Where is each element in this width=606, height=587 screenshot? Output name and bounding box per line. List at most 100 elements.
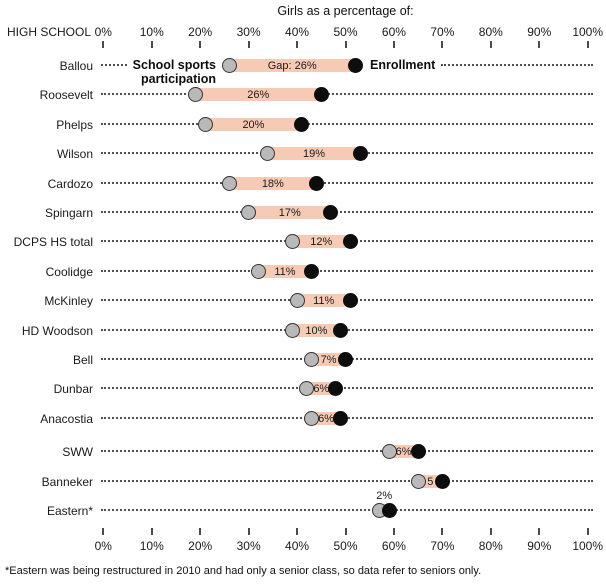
axis-tick-label: 30% (236, 25, 261, 39)
chart-row: Roosevelt 26% (0, 80, 606, 110)
gap-band (267, 147, 361, 160)
axis-tick-label: 60% (381, 25, 406, 39)
axis-tick (344, 528, 347, 535)
sports-dot (260, 146, 276, 161)
axis-tick (344, 41, 347, 48)
enrollment-dot (381, 503, 397, 518)
sports-dot (284, 234, 300, 249)
chart-row: Anacostia 6% (0, 404, 606, 434)
enrollment-dot (338, 352, 353, 367)
sports-dot (299, 381, 315, 396)
school-label: Anacostia (40, 412, 93, 426)
axis-tick-label: 30% (236, 539, 261, 553)
leader-line (101, 450, 593, 452)
gap-label: 11% (313, 295, 335, 307)
school-label: Roosevelt (39, 88, 93, 102)
sports-dot (250, 264, 266, 279)
axis-tick (199, 528, 202, 535)
school-label: HD Woodson (21, 324, 93, 338)
chart-row: Cardozo 18% (0, 169, 606, 199)
gap-label: 12% (310, 236, 333, 248)
chart-row: Banneker 5 (0, 467, 606, 497)
school-label: Dunbar (53, 382, 93, 396)
axis-tick-label: 10% (139, 25, 164, 39)
axis-tick (296, 528, 299, 535)
gap-label: 5 (427, 476, 434, 488)
axis-tick (102, 528, 105, 535)
gap-band (248, 206, 331, 219)
leader-line (101, 182, 593, 184)
enrollment-dot (328, 381, 344, 396)
enrollment-dot (352, 146, 368, 161)
gap-band (229, 177, 317, 190)
gap-label: 6% (395, 446, 412, 458)
leader-line (441, 64, 593, 66)
chart-row: HD Woodson 10% (0, 316, 606, 346)
chart-row: Ballou Gap: 26% School sports participation… (0, 51, 606, 86)
axis-tick-label: 20% (188, 25, 213, 39)
axis-tick-label: 70% (430, 25, 455, 39)
gap-label: 6% (313, 383, 330, 395)
axis-tick (247, 528, 250, 535)
leader-line (101, 123, 593, 125)
column-header-high-school: HIGH SCHOOL (7, 25, 92, 39)
axis-tick-label: 90% (527, 539, 552, 553)
footnote: *Eastern was being restructured in 2010 … (5, 565, 482, 577)
enrollment-dot (313, 87, 329, 102)
chart-row: Eastern* 2% (0, 490, 606, 526)
axis-tick-label: 80% (478, 539, 503, 553)
axis-tick-label: 0% (94, 539, 112, 553)
leader-line (101, 509, 593, 511)
school-label: Spingarn (44, 206, 93, 220)
gap-label: 11% (274, 266, 296, 278)
axis-tick-label: 100% (572, 25, 604, 39)
axis-tick (441, 41, 444, 48)
school-label: Coolidge (45, 265, 93, 279)
legend-enrollment-label: Enrollment (370, 58, 436, 72)
chart-row: Wilson 19% (0, 139, 606, 169)
axis-tick (296, 41, 299, 48)
school-label: Bell (72, 353, 93, 367)
sports-dot (289, 293, 305, 308)
enrollment-dot (342, 293, 358, 308)
sports-dot (304, 411, 320, 426)
enrollment-dot (333, 323, 349, 338)
axis-tick-label: 100% (572, 539, 604, 553)
gap-band (258, 265, 312, 278)
chart-row: Phelps 20% (0, 110, 606, 140)
enrollment-dot (308, 176, 324, 191)
gap-label: 17% (278, 207, 301, 219)
sports-dot (284, 323, 300, 338)
sports-dot (241, 205, 257, 220)
school-label: McKinley (44, 294, 93, 308)
school-label: Banneker (41, 475, 93, 489)
gap-band (195, 88, 322, 101)
chart-row: Bell 7% (0, 345, 606, 375)
gap-label: 20% (242, 119, 265, 131)
school-label: Ballou (59, 59, 93, 73)
axis-tick-label: 40% (285, 25, 310, 39)
enrollment-dot (294, 117, 310, 132)
sports-dot (410, 474, 426, 489)
enrollment-dot (347, 58, 363, 73)
sports-dot (221, 58, 237, 73)
axis-tick-label: 20% (188, 539, 213, 553)
chart-title: Girls as a percentage of: (277, 4, 414, 18)
leader-line (101, 211, 593, 213)
gap-label: 6% (318, 413, 335, 425)
axis-tick (392, 528, 395, 535)
chart-row: SWW 6% (0, 437, 606, 467)
enrollment-dot (304, 264, 320, 279)
school-label: Cardozo (47, 177, 93, 191)
gap-label: Gap: 26% (267, 60, 317, 72)
gap-band (205, 118, 302, 131)
leader-line (101, 270, 593, 272)
leader-line (101, 480, 593, 482)
chart-row: DCPS HS total 12% (0, 227, 606, 257)
gap-label: 7% (320, 354, 337, 366)
axis-tick-label: 10% (139, 539, 164, 553)
leader-line (101, 93, 593, 95)
axis-tick (538, 41, 541, 48)
axis-tick (199, 41, 202, 48)
